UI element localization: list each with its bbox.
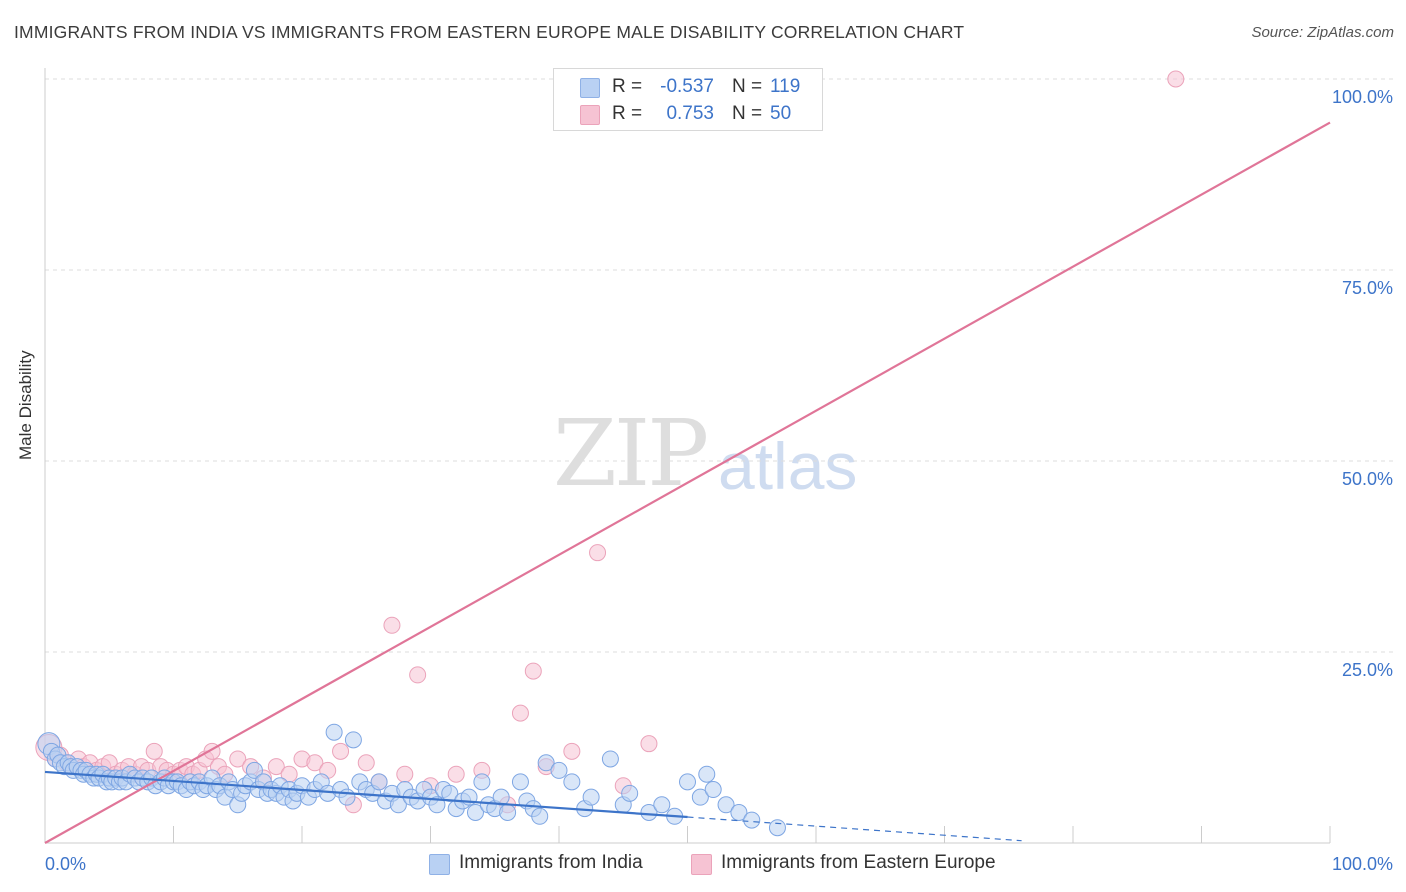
r-label: R = xyxy=(612,76,643,97)
eastern-europe-point xyxy=(229,750,247,768)
y-tick-label: 25.0% xyxy=(1342,660,1393,680)
india-point xyxy=(691,788,709,806)
eastern-europe-legend-label: Immigrants from Eastern Europe xyxy=(721,852,996,873)
watermark-atlas: atlas xyxy=(718,429,858,503)
r-label: R = xyxy=(612,103,643,124)
eastern-europe-point xyxy=(640,735,658,753)
india-point xyxy=(582,788,600,806)
india-point xyxy=(621,784,639,802)
india-point xyxy=(325,723,343,741)
legend-row-india: R = -0.537 N = 119 xyxy=(554,74,822,100)
y-axis-label: Male Disability xyxy=(16,350,35,460)
grid-lines xyxy=(45,78,1395,653)
india-point xyxy=(511,773,529,791)
y-tick-label: 50.0% xyxy=(1342,469,1393,489)
india-legend-label: Immigrants from India xyxy=(459,852,643,873)
india-point xyxy=(717,796,735,814)
eastern-europe-point xyxy=(589,544,607,562)
eastern-europe-point xyxy=(511,704,529,722)
n-value: 50 xyxy=(770,103,792,124)
n-label: N = xyxy=(732,76,763,97)
eastern-europe-trend-line xyxy=(44,121,1331,844)
india-point xyxy=(698,765,716,783)
axes xyxy=(44,68,1331,844)
y-tick-label: 100.0% xyxy=(1332,87,1393,107)
chart-title: IMMIGRANTS FROM INDIA VS IMMIGRANTS FROM… xyxy=(14,22,965,42)
trend-lines xyxy=(44,121,1331,844)
y-tick-label: 75.0% xyxy=(1342,278,1393,298)
india-point xyxy=(466,803,484,821)
eastern-europe-point xyxy=(1167,70,1185,88)
eastern-europe-point xyxy=(145,742,163,760)
india-point xyxy=(492,788,510,806)
watermark-zip: ZIP xyxy=(553,400,709,507)
india-point xyxy=(245,761,263,779)
india-point xyxy=(537,754,555,772)
eastern-europe-point xyxy=(383,616,401,634)
n-value: 119 xyxy=(770,76,801,97)
eastern-europe-point xyxy=(409,666,427,684)
source-label: Source: ZipAtlas.com xyxy=(1251,24,1394,41)
india-point xyxy=(730,803,748,821)
eastern-europe-swatch xyxy=(580,105,600,125)
india-point xyxy=(473,773,491,791)
tick-labels: 25.0% 50.0% 75.0% 100.0% 0.0% 100.0% xyxy=(45,87,1393,874)
india-trend-line xyxy=(44,770,688,819)
india-point xyxy=(370,773,388,791)
n-label: N = xyxy=(732,103,763,124)
india-point xyxy=(640,803,658,821)
india-point xyxy=(679,773,696,791)
india-legend-swatch xyxy=(429,854,450,875)
eastern-europe-point xyxy=(267,758,285,776)
r-value: 0.753 xyxy=(666,103,714,124)
india-point xyxy=(743,811,761,829)
india-trend-extrapolation xyxy=(687,816,1022,842)
india-point xyxy=(338,788,356,806)
india-point xyxy=(768,819,786,837)
eastern-europe-point xyxy=(306,754,324,772)
india-point xyxy=(601,750,619,768)
india-point xyxy=(499,803,517,821)
eastern-europe-point xyxy=(524,662,542,680)
india-point xyxy=(653,796,671,814)
r-value: -0.537 xyxy=(660,76,714,97)
eastern-europe-point xyxy=(447,765,465,783)
eastern-europe-point xyxy=(357,754,375,772)
legend-row-eastern-europe: R = 0.753 N = 50 xyxy=(554,101,822,127)
eastern-europe-points xyxy=(35,70,1185,814)
x-tick-label: 100.0% xyxy=(1332,854,1393,874)
india-point xyxy=(563,773,581,791)
eastern-europe-point xyxy=(396,765,414,783)
india-point xyxy=(550,761,568,779)
india-point xyxy=(704,781,722,799)
india-swatch xyxy=(580,78,600,98)
stats-legend: R = -0.537 N = 119 R = 0.753 N = 50 xyxy=(553,68,823,131)
eastern-europe-point xyxy=(563,742,581,760)
india-point xyxy=(531,807,549,825)
eastern-europe-legend-swatch xyxy=(691,854,712,875)
india-point xyxy=(344,731,362,749)
x-tick-label: 0.0% xyxy=(45,854,86,874)
eastern-europe-point xyxy=(332,742,350,760)
